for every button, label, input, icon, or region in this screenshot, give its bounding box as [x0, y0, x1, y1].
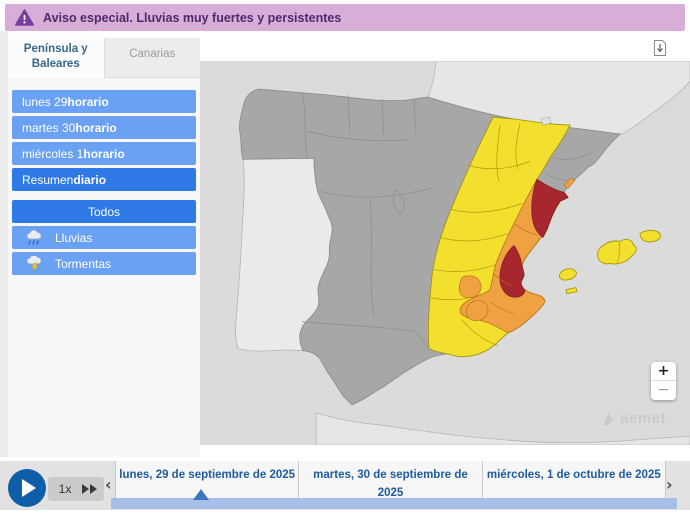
- filter-button-tormentas[interactable]: Tormentas: [12, 252, 196, 275]
- speed-button[interactable]: 1x: [58, 482, 72, 496]
- zoom-out-button[interactable]: −: [657, 382, 670, 398]
- region-borders: [301, 93, 591, 349]
- banner-text: Aviso especial. Lluvias muy fuertes y pe…: [43, 10, 342, 25]
- warning-triangle-icon: [15, 9, 34, 26]
- play-button[interactable]: [8, 469, 46, 507]
- timeline-date-cell-2[interactable]: martes, 30 de septiembre de 2025: [298, 461, 482, 499]
- province-borders-warning: [430, 123, 531, 347]
- zoom-in-button[interactable]: +: [651, 362, 676, 381]
- province-borders-orange: [489, 223, 539, 314]
- warning-map[interactable]: + − aemet: [200, 61, 690, 445]
- speed-control: 1x: [48, 477, 104, 501]
- region-tabs: Península y Baleares Canarias: [8, 38, 200, 78]
- mallorca-island: [597, 238, 637, 265]
- download-icon[interactable]: [652, 39, 668, 57]
- africa-region: [315, 412, 690, 445]
- orange-inland-blob-1: [458, 275, 482, 299]
- special-warning-banner[interactable]: Aviso especial. Lluvias muy fuertes y pe…: [5, 4, 685, 31]
- andorra-region: [540, 116, 552, 126]
- filter-button-lluvias[interactable]: Lluvias: [12, 226, 196, 249]
- filter-button-todos[interactable]: Todos: [12, 200, 196, 223]
- day-button-martes-30[interactable]: martes 30 horario: [12, 116, 196, 139]
- timeline-dates: lunes, 29 de septiembre de 2025 martes, …: [115, 461, 666, 499]
- timeline-position-marker[interactable]: [193, 489, 209, 500]
- storm-icon: [25, 255, 43, 272]
- day-button-miercoles-1[interactable]: miércoles 1 horario: [12, 142, 196, 165]
- tab-peninsula-baleares[interactable]: Península y Baleares: [8, 38, 104, 78]
- timeline-bar: 1x ‹ lunes, 29 de septiembre de 2025 mar…: [0, 461, 690, 510]
- sidebar: Península y Baleares Canarias lunes 29 h…: [8, 38, 200, 457]
- map-zoom-control: + −: [651, 362, 676, 400]
- fast-forward-button[interactable]: [82, 484, 104, 494]
- tab-canarias[interactable]: Canarias: [103, 38, 200, 78]
- orange-delta-piece: [563, 177, 576, 189]
- spain-warning-map-svg: [200, 61, 690, 445]
- left-gutter: [0, 31, 8, 457]
- timeline-prev-arrow[interactable]: ‹: [105, 475, 112, 494]
- day-button-resumen-diario[interactable]: Resumen diario: [12, 168, 196, 191]
- rain-icon: [25, 229, 43, 246]
- orange-inland-blob-2: [466, 300, 489, 322]
- formentera-island: [565, 287, 578, 295]
- day-button-lunes-29[interactable]: lunes 29 horario: [12, 90, 196, 113]
- ibiza-island: [559, 268, 577, 281]
- menorca-island: [639, 230, 661, 243]
- play-icon: [22, 479, 36, 497]
- timeline-next-arrow[interactable]: ›: [666, 475, 673, 494]
- timeline-track[interactable]: [111, 498, 677, 509]
- balearic-islands: [559, 230, 661, 295]
- timeline-date-cell-3[interactable]: miércoles, 1 de octubre de 2025: [481, 461, 666, 498]
- red-warning-zone-north: [531, 178, 569, 239]
- red-warning-zone-valencia: [499, 244, 526, 298]
- fast-forward-icon: [82, 484, 89, 494]
